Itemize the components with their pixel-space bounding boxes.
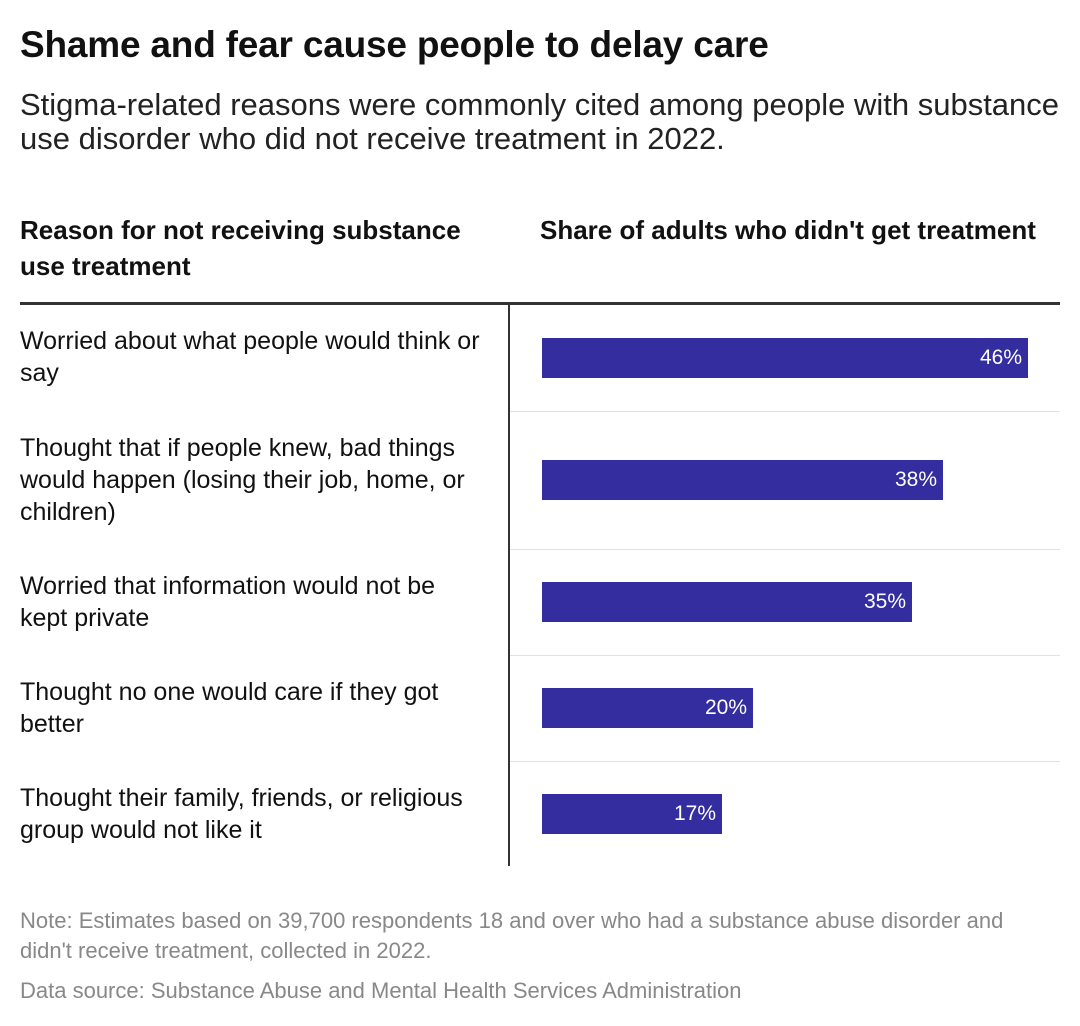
row-separator [510,655,1060,656]
column-divider [508,305,510,866]
bar: 46% [542,338,1028,378]
column-header-reason: Reason for not receiving substance use t… [20,215,461,281]
column-header-share: Share of adults who didn't get treatment [540,215,1036,245]
row-separator [510,549,1060,550]
bar-value-label: 35% [863,590,906,613]
chart-title: Shame and fear cause people to delay car… [20,24,769,65]
row-label: Thought their family, friends, or religi… [20,784,463,844]
row-label: Thought no one would care if they got be… [20,678,439,738]
chart-note: Note: Estimates based on 39,700 responde… [20,908,1004,963]
bar-value-label: 38% [894,468,937,491]
bar-value-label: 46% [979,346,1022,369]
row-label: Thought that if people knew, bad things … [20,434,465,526]
chart-source: Data source: Substance Abuse and Mental … [20,978,742,1003]
chart-subtitle: Stigma-related reasons were commonly cit… [20,87,1060,156]
header-rule [20,302,1060,305]
row-label: Worried that information would not be ke… [20,572,436,632]
bar-value-label: 17% [673,802,716,825]
row-separator [510,761,1060,762]
bar: 35% [542,582,912,622]
bar: 17% [542,794,722,834]
row-separator [510,411,1060,412]
bar: 20% [542,688,753,728]
bar-value-label: 20% [704,696,747,719]
bar: 38% [542,460,943,500]
row-label: Worried about what people would think or… [20,327,480,387]
